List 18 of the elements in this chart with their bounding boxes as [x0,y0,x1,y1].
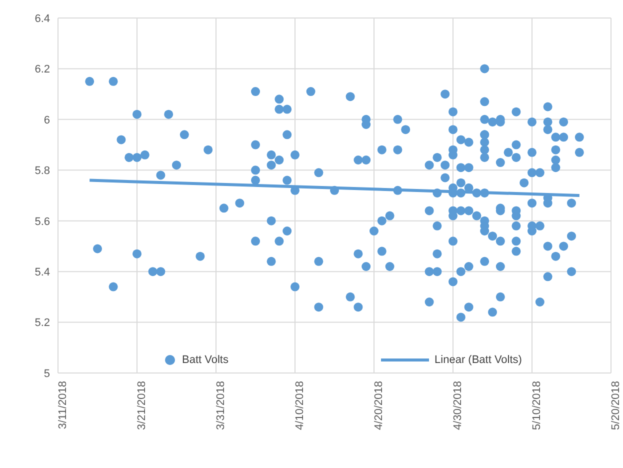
y-tick-label: 5.8 [34,165,50,178]
x-tick-label: 5/20/2018 [610,381,622,430]
y-tick-label: 6.2 [34,64,50,76]
y-tick-label: 6.4 [34,12,50,25]
y-tick-label: 5.2 [34,317,50,330]
y-tick-label: 6 [44,114,50,126]
x-tick-label: 4/20/2018 [372,381,385,430]
legend-label: Batt Volts [182,354,228,366]
legend-label: Linear (Batt Volts) [434,354,522,366]
x-tick-label: 5/10/2018 [530,381,543,430]
x-tick-label: 3/21/2018 [136,381,148,430]
y-tick-label: 5.4 [34,266,50,278]
x-tick-label: 3/11/2018 [56,381,69,430]
y-tick-label: 5.6 [34,216,50,228]
y-tick-label: 5 [44,368,50,380]
x-tick-label: 4/10/2018 [294,381,306,430]
x-tick-label: 3/31/2018 [214,381,227,430]
x-tick-label: 4/30/2018 [452,381,464,430]
